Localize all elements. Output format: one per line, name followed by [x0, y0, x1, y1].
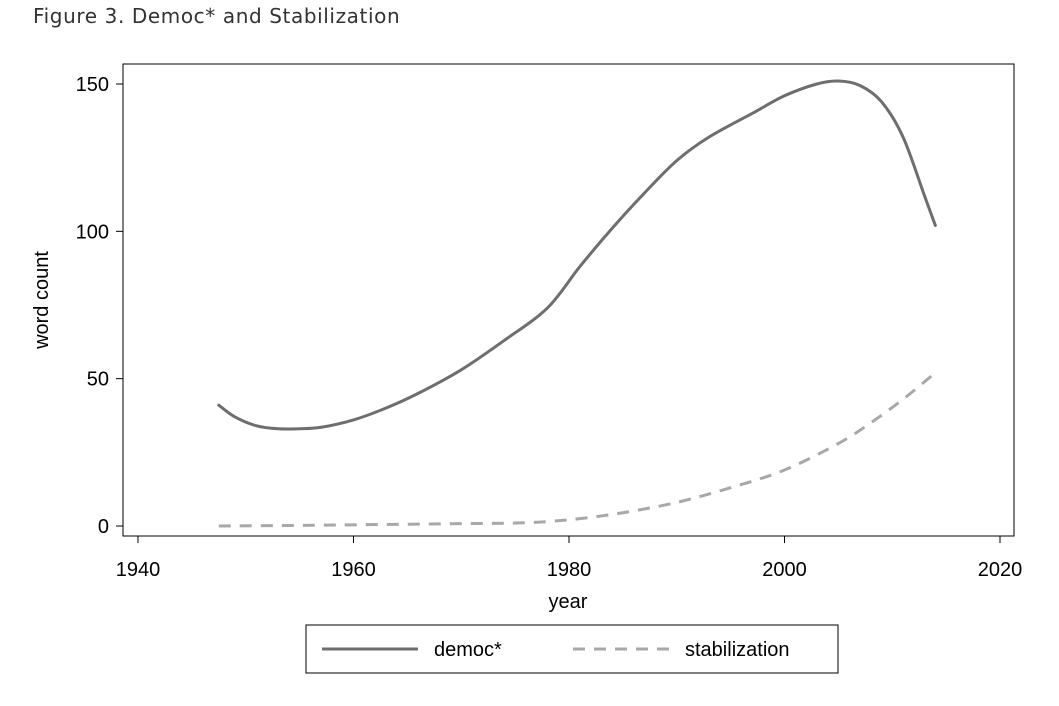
legend-label: stabilization	[685, 639, 790, 661]
legend-label: democ*	[434, 639, 502, 661]
series-line-democ	[217, 79, 937, 431]
plot-frame	[122, 63, 1015, 537]
x-axis-label: year	[549, 591, 588, 613]
figure-title: Figure 3. Democ* and Stabilization	[33, 4, 401, 28]
x-tick-label: 1940	[116, 559, 161, 581]
x-axis: 1940 1960 1980 2000 2020	[116, 536, 1023, 581]
x-tick-label: 2020	[978, 559, 1023, 581]
series-layer	[217, 79, 937, 528]
legend: democ* stabilization	[305, 624, 839, 674]
x-tick-label: 2000	[762, 559, 807, 581]
series-line-stabilization	[218, 371, 937, 528]
y-axis: 0 50 100 150	[76, 74, 123, 538]
x-tick-label: 1980	[547, 559, 592, 581]
y-axis-label: word count	[31, 251, 53, 350]
x-tick-label: 1960	[331, 559, 376, 581]
y-tick-label: 150	[76, 74, 109, 96]
y-tick-label: 50	[87, 369, 109, 391]
y-tick-label: 0	[98, 516, 109, 538]
y-tick-label: 100	[76, 221, 109, 243]
